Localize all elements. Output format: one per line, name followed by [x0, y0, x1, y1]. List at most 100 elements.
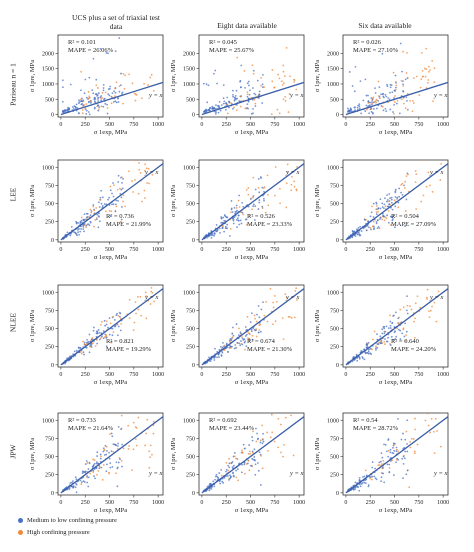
- marker-high: [282, 338, 285, 341]
- marker-high: [414, 181, 417, 184]
- marker-medium: [113, 90, 116, 93]
- marker-medium: [252, 69, 255, 72]
- marker-high: [389, 314, 391, 317]
- marker-medium: [79, 89, 82, 92]
- marker-high: [406, 51, 408, 54]
- marker-medium: [83, 92, 86, 95]
- marker-high: [272, 301, 274, 304]
- marker-medium: [383, 443, 385, 446]
- marker-medium: [231, 326, 234, 329]
- marker-high: [278, 112, 281, 115]
- marker-medium: [82, 228, 85, 230]
- marker-medium: [114, 100, 117, 103]
- marker-medium: [111, 465, 114, 468]
- marker-medium: [96, 455, 99, 457]
- marker-high: [90, 211, 93, 214]
- marker-high: [249, 452, 252, 455]
- marker-medium: [363, 358, 366, 361]
- marker-high: [252, 430, 254, 433]
- marker-medium: [232, 464, 235, 467]
- marker-high: [274, 320, 277, 323]
- marker-high: [244, 348, 246, 351]
- x-tick-label: 500: [246, 372, 255, 378]
- marker-medium: [386, 83, 388, 86]
- marker-medium: [394, 226, 396, 229]
- marker-medium: [225, 468, 228, 471]
- r2-label: R² = 0.674: [247, 338, 276, 345]
- marker-medium: [370, 97, 373, 99]
- marker-medium: [207, 84, 210, 87]
- marker-medium: [353, 106, 356, 109]
- marker-medium: [208, 106, 211, 109]
- marker-medium: [370, 211, 373, 214]
- marker-high: [103, 449, 106, 451]
- marker-medium: [78, 233, 80, 236]
- marker-high: [95, 207, 98, 209]
- marker-medium: [404, 450, 407, 453]
- marker-medium: [236, 97, 239, 100]
- marker-medium: [262, 197, 265, 200]
- marker-medium: [97, 109, 100, 112]
- marker-high: [264, 211, 267, 214]
- marker-medium: [107, 326, 109, 329]
- marker-high: [428, 316, 431, 319]
- marker-high: [97, 470, 100, 472]
- marker-high: [80, 70, 83, 73]
- marker-medium: [380, 460, 382, 463]
- marker-medium: [116, 485, 119, 488]
- marker-medium: [78, 227, 80, 230]
- marker-high: [402, 327, 405, 330]
- marker-medium: [213, 234, 215, 237]
- marker-medium: [68, 487, 71, 489]
- marker-medium: [118, 311, 121, 314]
- marker-medium: [107, 93, 110, 95]
- x-tick-label: 0: [200, 122, 203, 128]
- marker-high: [118, 85, 121, 88]
- marker-high: [436, 430, 438, 432]
- marker-medium: [380, 476, 383, 479]
- marker-high: [101, 478, 104, 481]
- y-tick-label: 750: [45, 308, 54, 314]
- marker-medium: [251, 436, 254, 438]
- marker-medium: [96, 451, 99, 454]
- data-layer: [201, 47, 304, 116]
- marker-medium: [348, 71, 351, 73]
- marker-high: [401, 182, 404, 185]
- marker-medium: [257, 97, 260, 99]
- marker-medium: [391, 208, 394, 211]
- marker-medium: [240, 222, 243, 225]
- marker-high: [115, 205, 118, 208]
- marker-high: [395, 459, 398, 461]
- marker-medium: [221, 351, 224, 354]
- marker-medium: [228, 462, 231, 465]
- y-tick-label: 1000: [183, 418, 195, 424]
- marker-medium: [97, 100, 100, 102]
- marker-high: [381, 105, 384, 108]
- marker-medium: [398, 112, 401, 115]
- y-tick-label: 750: [186, 308, 195, 314]
- y-tick-label: 1000: [42, 82, 54, 88]
- marker-medium: [379, 207, 382, 210]
- marker-medium: [253, 456, 256, 458]
- y-tick-label: 500: [45, 202, 54, 208]
- marker-high: [424, 160, 427, 161]
- marker-medium: [384, 443, 387, 446]
- marker-medium: [208, 489, 211, 492]
- y-tick-label: 500: [330, 455, 339, 461]
- marker-medium: [92, 465, 95, 467]
- marker-high: [144, 169, 146, 172]
- marker-medium: [237, 219, 240, 222]
- x-tick-label: 1000: [437, 372, 449, 378]
- marker-medium: [73, 105, 76, 107]
- marker-medium: [223, 476, 226, 479]
- y-tick-label: 1000: [183, 290, 195, 296]
- marker-high: [139, 295, 142, 298]
- line-label: y = x: [285, 294, 300, 301]
- marker-medium: [401, 193, 404, 196]
- marker-high: [238, 206, 241, 208]
- marker-high: [100, 337, 102, 339]
- marker-medium: [114, 210, 117, 212]
- marker-medium: [247, 107, 249, 110]
- marker-medium: [87, 468, 90, 470]
- marker-medium: [229, 475, 232, 478]
